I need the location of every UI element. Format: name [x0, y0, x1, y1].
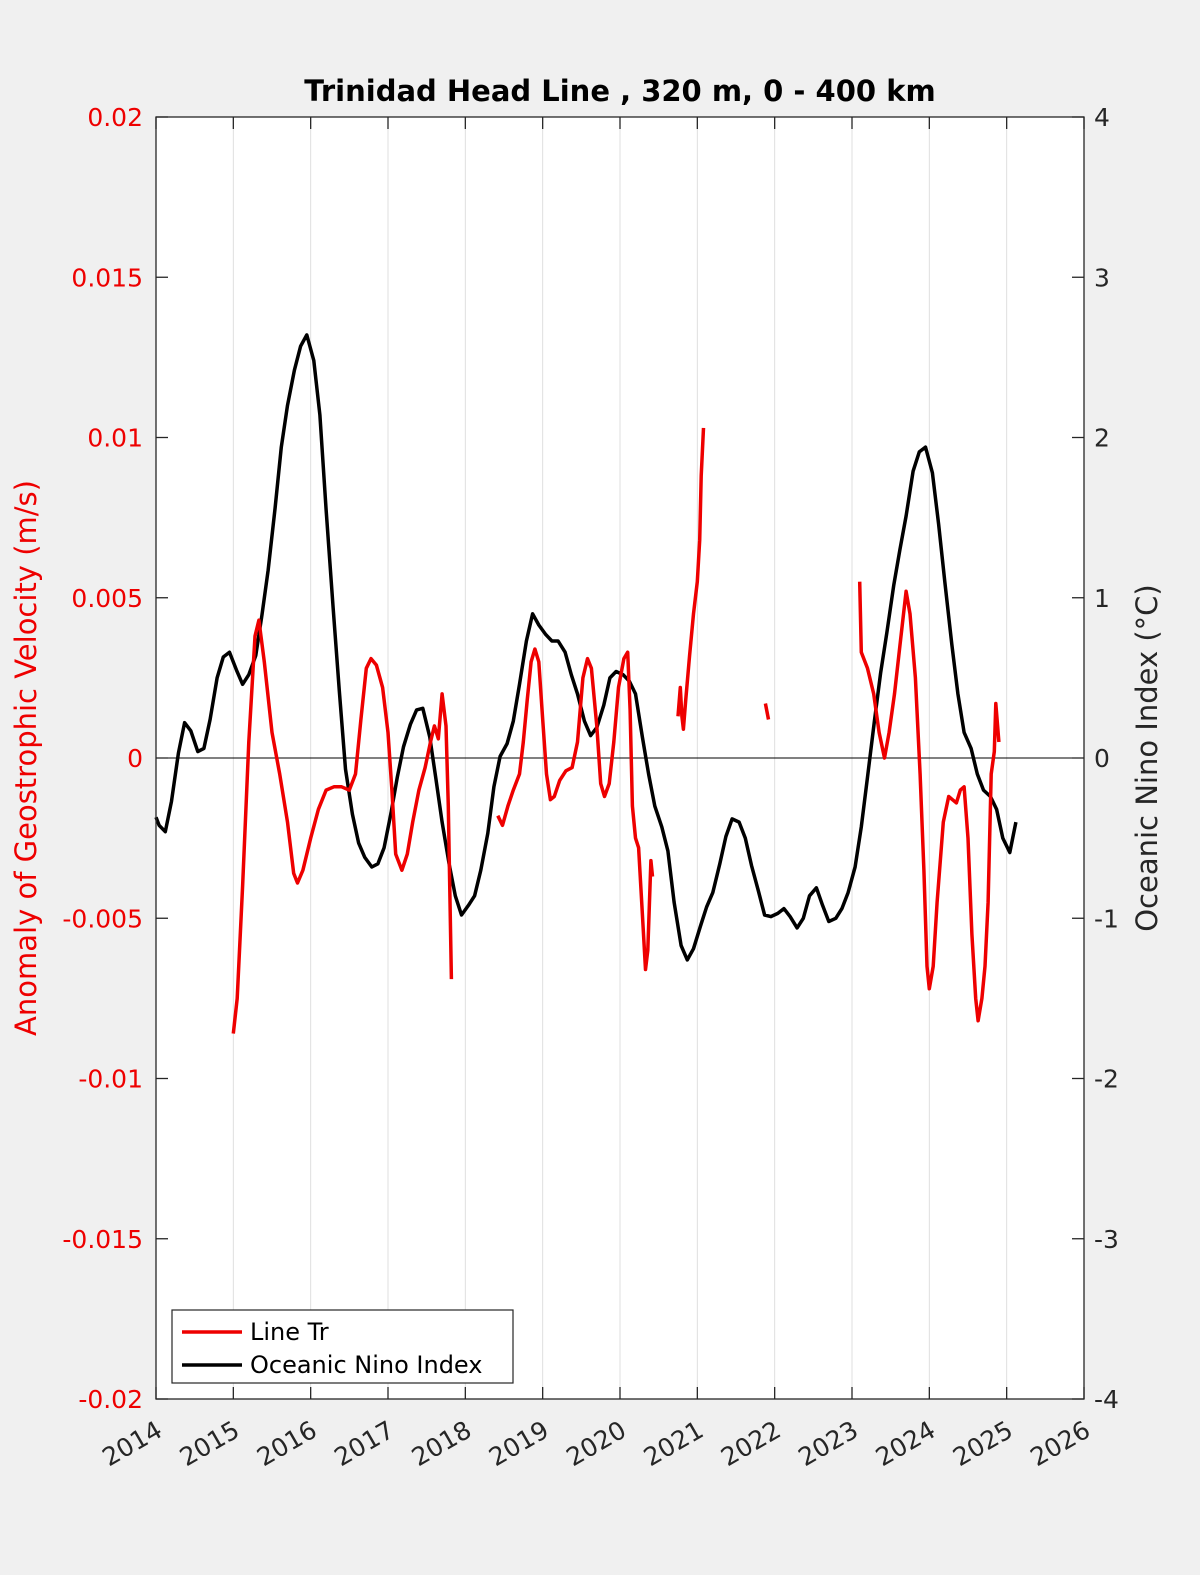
y-right-tick-label: 2 — [1094, 424, 1110, 453]
series-line-tr-segment-3 — [763, 703, 771, 720]
series-line-tr-segment-4 — [857, 581, 1001, 1023]
y-right-tick-labels: -4 -3 -2 -1 0 1 2 3 4 — [1094, 103, 1119, 1414]
y-left-tick-label: 0.01 — [87, 424, 143, 453]
ticks — [155, 116, 1085, 1400]
series-oceanic-nino-index-segment-0 — [154, 333, 1018, 962]
y-right-tick-label: 4 — [1094, 103, 1110, 132]
y-left-tick-labels: -0.02 -0.015 -0.01 -0.005 0 0.005 0.01 0.015 0.0… — [62, 103, 143, 1414]
legend-label-oni: Oceanic Nino Index — [250, 1351, 482, 1379]
y-right-tick-label: -4 — [1094, 1385, 1119, 1414]
y-right-tick-label: 1 — [1094, 584, 1110, 613]
legend-label-line-tr: Line Tr — [250, 1318, 329, 1346]
legend: Line Tr Oceanic Nino Index — [171, 1309, 514, 1384]
y-left-tick-label: -0.005 — [62, 904, 143, 933]
y-left-tick-label: 0.015 — [71, 263, 143, 292]
y-left-tick-label: -0.01 — [78, 1065, 143, 1094]
y-right-tick-label: -2 — [1094, 1065, 1119, 1094]
series-line-tr-segment-0 — [231, 618, 454, 1034]
y-left-tick-label: 0.02 — [87, 103, 143, 132]
y-right-tick-label: 0 — [1094, 744, 1110, 773]
y-left-tick-label: 0.005 — [71, 584, 143, 613]
y-right-tick-label: -1 — [1094, 904, 1119, 933]
y-left-tick-label: 0 — [127, 744, 143, 773]
y-right-tick-label: 3 — [1094, 263, 1110, 292]
y-left-tick-label: -0.015 — [62, 1225, 143, 1254]
legend-box — [171, 1309, 514, 1384]
series-line-tr-segment-2 — [676, 427, 706, 731]
y-left-tick-label: -0.02 — [78, 1385, 143, 1414]
series-layer — [154, 333, 1018, 1034]
y-axis-right-label: Oceanic Nino Index (°C) — [1130, 584, 1164, 932]
y-axis-left-label: Anomaly of Geostrophic Velocity (m/s) — [9, 480, 43, 1036]
y-right-tick-label: -3 — [1094, 1225, 1119, 1254]
chart-title: Trinidad Head Line , 320 m, 0 - 400 km — [304, 74, 935, 108]
series-line-tr-segment-1 — [496, 647, 655, 972]
